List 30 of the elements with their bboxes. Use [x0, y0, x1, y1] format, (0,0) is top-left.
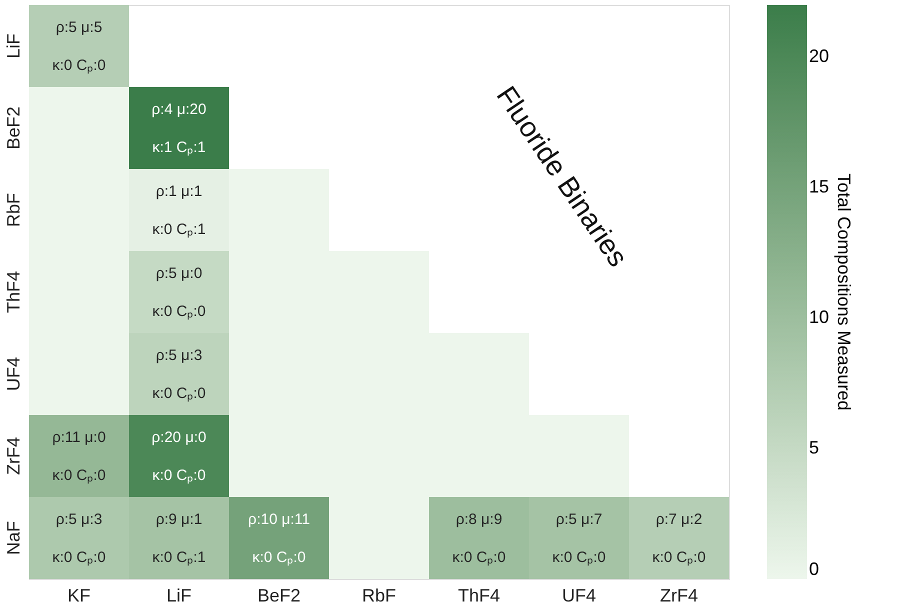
text: ρ:4 μ:20 κ:1 Cₚ:1	[152, 101, 206, 156]
y-tick-label: NaF	[4, 520, 24, 556]
x-tick-label: BeF2	[257, 586, 301, 606]
color-bar-label: 5	[809, 438, 820, 458]
y-tick-label: ZrF4	[4, 437, 24, 475]
x-tick-label: LiF	[166, 586, 192, 606]
x-tick-label: UF4	[562, 586, 596, 606]
text: ρ:5 μ:3 κ:0 Cₚ:0	[152, 347, 206, 402]
text: ρ:10 μ:11 κ:0 Cₚ:0	[248, 511, 310, 566]
text: ρ:5 μ:7 κ:0 Cₚ:0	[552, 511, 606, 566]
text: ρ:5 μ:3 κ:0 Cₚ:0	[52, 511, 106, 566]
color-bar-label: 0	[809, 559, 820, 579]
y-tick-label: ThF4	[4, 270, 24, 314]
x-tick-label: KF	[67, 586, 91, 606]
text: ρ:8 μ:9 κ:0 Cₚ:0	[452, 511, 506, 566]
y-tick-label: UF4	[4, 356, 24, 392]
y-tick-label: BeF2	[4, 106, 24, 150]
color-bar-label: 20	[809, 46, 830, 66]
text: ρ:7 μ:2 κ:0 Cₚ:0	[652, 511, 706, 566]
y-tick-label: LiF	[4, 33, 24, 59]
color-bar-title: Total Compositions Measured	[834, 173, 854, 411]
x-tick-label: ZrF4	[660, 586, 698, 606]
text: ρ:20 μ:0 κ:0 Cₚ:0	[152, 429, 206, 484]
color-bar-label: 10	[809, 307, 830, 328]
x-tick-label: RbF	[362, 586, 396, 606]
x-tick-label: ThF4	[458, 586, 500, 606]
y-tick-label: RbF	[4, 192, 24, 228]
color-bar-label: 15	[809, 176, 830, 197]
text: ρ:9 μ:1 κ:0 Cₚ:1	[152, 511, 206, 566]
text: ρ:5 μ:5 κ:0 Cₚ:0	[52, 19, 106, 74]
